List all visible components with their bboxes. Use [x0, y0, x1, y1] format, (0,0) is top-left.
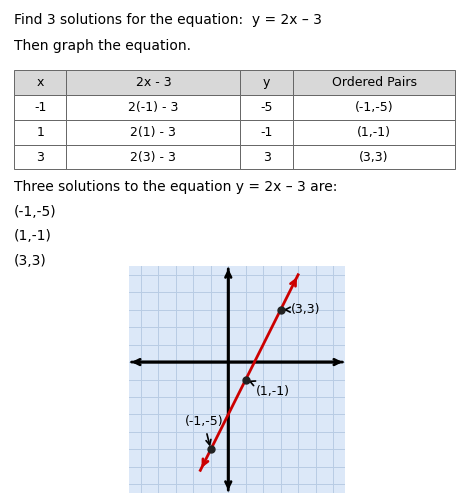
Bar: [66, 120, 240, 144]
Text: y: y: [263, 76, 270, 89]
Text: -1: -1: [260, 125, 273, 139]
Text: 2(-1) - 3: 2(-1) - 3: [128, 101, 179, 114]
Bar: [293, 70, 456, 95]
Bar: [240, 120, 293, 144]
Text: (1,-1): (1,-1): [14, 230, 52, 244]
Bar: [293, 144, 456, 169]
Text: x: x: [36, 76, 44, 89]
Bar: [293, 120, 456, 144]
Text: Three solutions to the equation y = 2x – 3 are:: Three solutions to the equation y = 2x –…: [14, 180, 337, 194]
Bar: [240, 70, 293, 95]
Bar: [240, 95, 293, 120]
Text: (3,3): (3,3): [359, 150, 389, 163]
Text: -1: -1: [34, 101, 46, 114]
Bar: [14, 144, 66, 169]
Text: Ordered Pairs: Ordered Pairs: [331, 76, 417, 89]
Text: Then graph the equation.: Then graph the equation.: [14, 39, 191, 53]
Text: 2(3) - 3: 2(3) - 3: [130, 150, 176, 163]
Text: (-1,-5): (-1,-5): [355, 101, 393, 114]
Text: (1,-1): (1,-1): [250, 381, 290, 398]
Bar: [14, 120, 66, 144]
Text: Find 3 solutions for the equation:  y = 2x – 3: Find 3 solutions for the equation: y = 2…: [14, 13, 322, 27]
Text: (3,3): (3,3): [14, 254, 47, 268]
Bar: [14, 70, 66, 95]
Bar: [66, 95, 240, 120]
Bar: [14, 95, 66, 120]
Bar: [66, 70, 240, 95]
Text: 2(1) - 3: 2(1) - 3: [130, 125, 176, 139]
Text: -5: -5: [260, 101, 273, 114]
Bar: [66, 144, 240, 169]
Text: (-1,-5): (-1,-5): [14, 205, 57, 219]
Text: 3: 3: [263, 150, 271, 163]
Text: 1: 1: [36, 125, 44, 139]
Bar: [293, 95, 456, 120]
Text: (3,3): (3,3): [285, 303, 320, 316]
Bar: [240, 144, 293, 169]
Text: (-1,-5): (-1,-5): [184, 415, 223, 445]
Text: (1,-1): (1,-1): [357, 125, 391, 139]
Text: 3: 3: [36, 150, 44, 163]
Text: 2x - 3: 2x - 3: [136, 76, 171, 89]
